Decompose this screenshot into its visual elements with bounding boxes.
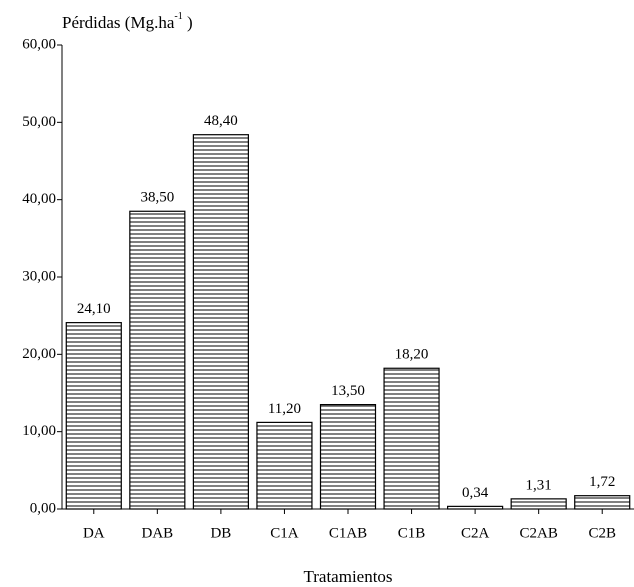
bar	[510, 498, 567, 510]
value-label: 0,34	[462, 485, 489, 501]
bar	[574, 495, 631, 510]
x-tick-label: DA	[83, 525, 105, 541]
y-tick-label: 60,00	[22, 36, 56, 52]
y-tick-label: 20,00	[22, 346, 56, 362]
x-tick-label: C2AB	[519, 525, 557, 541]
y-tick-label: 50,00	[22, 114, 56, 130]
x-tick-label: DB	[210, 525, 231, 541]
bar	[447, 505, 504, 510]
x-axis-title: Tratamientos	[303, 567, 392, 586]
bar	[256, 421, 313, 510]
bar	[65, 322, 122, 510]
x-tick-label: C1AB	[329, 525, 367, 541]
value-label: 1,72	[589, 474, 615, 490]
y-tick-label: 40,00	[22, 191, 56, 207]
y-axis-title-main: Pérdidas (Mg.ha	[62, 13, 175, 32]
bar	[319, 404, 377, 510]
bar	[129, 210, 186, 510]
y-tick-label: 30,00	[22, 268, 56, 284]
bar	[383, 367, 440, 510]
value-label: 13,50	[331, 383, 365, 399]
bar	[192, 134, 249, 510]
x-tick-label: C2A	[461, 525, 490, 541]
x-tick-label: C2B	[588, 525, 616, 541]
value-label: 38,50	[140, 190, 174, 206]
y-axis-title-sup: -1	[174, 11, 182, 22]
x-tick-label: DAB	[141, 525, 173, 541]
x-tick-label: C1B	[398, 525, 426, 541]
y-axis-title-end: )	[183, 13, 193, 32]
y-tick-label: 0,00	[30, 500, 56, 516]
x-tick-label: C1A	[270, 525, 299, 541]
value-label: 18,20	[395, 347, 429, 363]
value-label: 1,31	[526, 477, 552, 493]
value-label: 24,10	[77, 301, 111, 317]
y-tick-label: 10,00	[22, 423, 56, 439]
value-label: 48,40	[204, 113, 238, 129]
value-label: 11,20	[268, 401, 301, 417]
y-axis-title: Pérdidas (Mg.ha-1 )	[62, 11, 193, 32]
